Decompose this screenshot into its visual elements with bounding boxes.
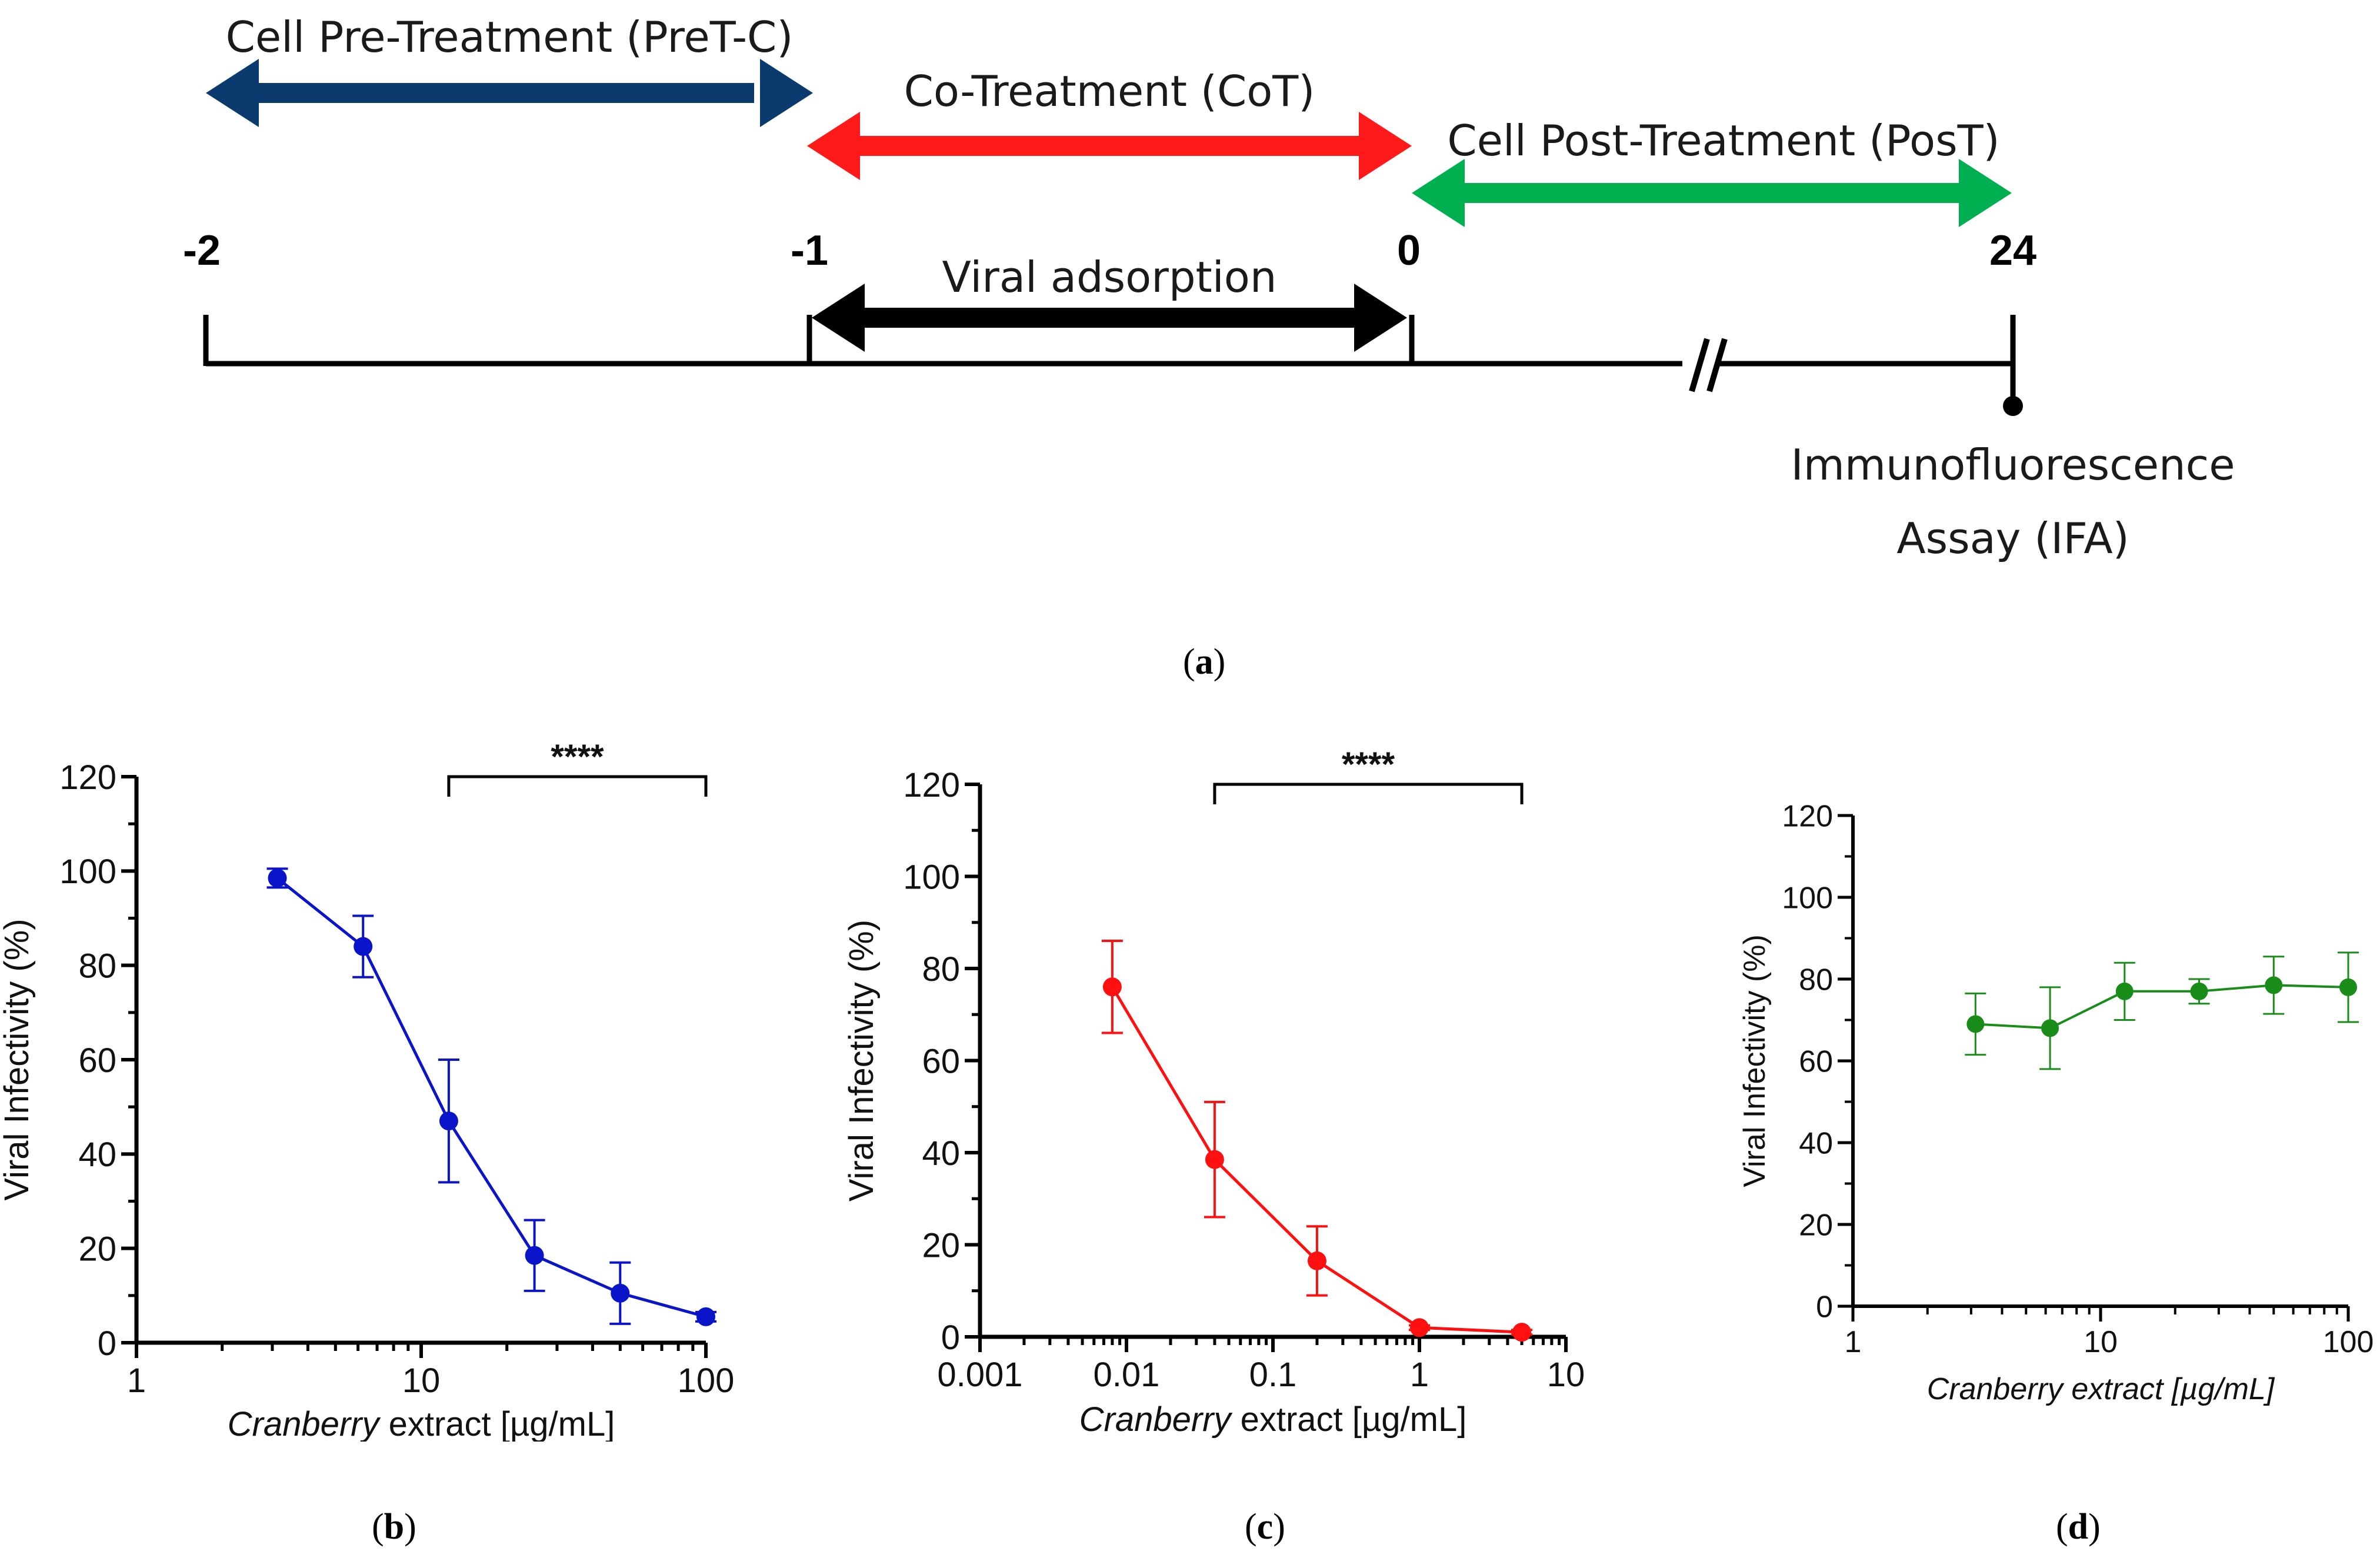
adsorption-label: Viral adsorption [942, 252, 1277, 302]
data-point [2041, 1019, 2059, 1037]
timeline-diagram: Cell Pre-Treatment (PreT-C) Co-Treatment… [183, 12, 2235, 563]
data-point [1205, 1150, 1224, 1169]
x-tick-label: 1 [127, 1362, 146, 1400]
y-tick-label: 120 [59, 758, 116, 797]
x-axis-title-rest: extract [µg/mL] [379, 1405, 615, 1442]
x-tick-label: 100 [678, 1362, 735, 1400]
y-tick-label: 100 [1782, 881, 1833, 916]
series-line [276, 877, 706, 1319]
assay-label-line1: Immunofluorescence [1791, 440, 2235, 490]
pretreatment-arrow [206, 59, 813, 127]
y-tick-label: 20 [78, 1230, 116, 1269]
adsorption-arrow [812, 284, 1407, 352]
data-point [696, 1307, 715, 1326]
x-axis-title: Cranberry extract [µg/mL] [1079, 1400, 1467, 1439]
cotreatment-arrow [807, 112, 1412, 180]
data-point [1102, 977, 1122, 997]
time-axis [203, 315, 2016, 406]
data-point [1307, 1251, 1326, 1270]
y-tick-label: 60 [1799, 1045, 1833, 1079]
x-axis-title: Cranberry extract [µg/mL] [228, 1405, 615, 1442]
timeline-tick-minus1: -1 [791, 227, 828, 274]
x-tick-label: 0.001 [937, 1356, 1022, 1394]
x-tick-label: 0.01 [1094, 1356, 1160, 1394]
data-point [1410, 1318, 1429, 1337]
y-axis-title: Viral Infectivity (%) [0, 918, 36, 1200]
x-axis-title-italic: Cranberry extract [µg/mL] [1927, 1372, 2275, 1406]
y-tick-label: 40 [922, 1134, 960, 1173]
x-axis-title-italic: Cranberry [228, 1405, 381, 1442]
chart-c: 0 20 40 60 80 100 120 0.001 0.01 0.1 1 10 Viral Infe… [842, 745, 1585, 1439]
significance-label: **** [551, 738, 604, 776]
x-tick-label: 100 [2323, 1325, 2374, 1359]
data-point [2115, 982, 2134, 1000]
panel-label-c: (c) [1245, 1507, 1285, 1547]
posttreatment-label: Cell Post-Treatment (PosT) [1447, 116, 1999, 165]
y-tick-label: 80 [78, 947, 116, 986]
axis-break-mark [1682, 338, 1728, 392]
data-point [2265, 976, 2283, 994]
y-tick-label: 20 [922, 1226, 960, 1264]
data-point [354, 937, 373, 956]
panel-label-d: (d) [2056, 1507, 2101, 1547]
y-tick-label: 100 [903, 858, 960, 896]
panel-label-a: (a) [1183, 642, 1226, 682]
y-tick-label: 0 [1816, 1290, 1833, 1324]
y-axis-title: Viral Infectivity (%) [1738, 934, 1772, 1187]
x-axis-title-italic: Cranberry [1079, 1400, 1233, 1439]
timeline-tick-0: 0 [1397, 227, 1421, 274]
x-tick-label: 10 [2084, 1325, 2118, 1359]
series-line [1975, 984, 2349, 1030]
significance-label: **** [1342, 745, 1395, 784]
data-point [525, 1246, 544, 1265]
timeline-tick-minus2: -2 [183, 227, 221, 274]
x-tick-label: 1 [1845, 1325, 1862, 1359]
significance-bracket [447, 775, 708, 797]
data-point [611, 1283, 630, 1303]
significance-bracket [1213, 783, 1524, 804]
x-tick-label: 0.1 [1249, 1356, 1297, 1394]
assay-endpoint-dot [2003, 396, 2023, 416]
y-tick-label: 40 [78, 1136, 116, 1174]
y-axis-title: Viral Infectivity (%) [842, 920, 881, 1201]
y-tick-label: 100 [59, 853, 116, 891]
data-point [268, 868, 287, 888]
x-tick-label: 1 [1410, 1356, 1429, 1394]
y-tick-label: 40 [1799, 1127, 1833, 1161]
timeline-tick-24: 24 [1989, 227, 2036, 274]
data-point [2339, 978, 2357, 996]
x-axis-title-rest: extract [µg/mL] [1231, 1400, 1466, 1439]
assay-label-line2: Assay (IFA) [1896, 514, 2129, 563]
x-tick-label: 10 [1547, 1356, 1585, 1394]
data-point [1512, 1323, 1532, 1342]
x-tick-label: 10 [402, 1362, 441, 1400]
y-tick-label: 120 [903, 766, 960, 804]
y-tick-label: 80 [1799, 963, 1833, 997]
y-tick-label: 20 [1799, 1209, 1833, 1243]
data-point [439, 1111, 458, 1131]
pretreatment-label: Cell Pre-Treatment (PreT-C) [226, 12, 794, 62]
data-point [1966, 1015, 1985, 1033]
y-tick-label: 60 [922, 1042, 960, 1080]
data-point [2190, 982, 2208, 1000]
y-tick-label: 80 [922, 950, 960, 988]
cotreatment-label: Co-Treatment (CoT) [904, 66, 1315, 116]
panel-label-b: (b) [372, 1507, 416, 1547]
posttreatment-arrow [1412, 159, 2012, 227]
y-tick-label: 0 [941, 1319, 960, 1357]
x-axis-title: Cranberry extract [µg/mL] [1927, 1372, 2275, 1406]
y-tick-label: 0 [98, 1324, 116, 1363]
y-tick-label: 60 [78, 1041, 116, 1080]
y-tick-label: 120 [1782, 800, 1833, 834]
